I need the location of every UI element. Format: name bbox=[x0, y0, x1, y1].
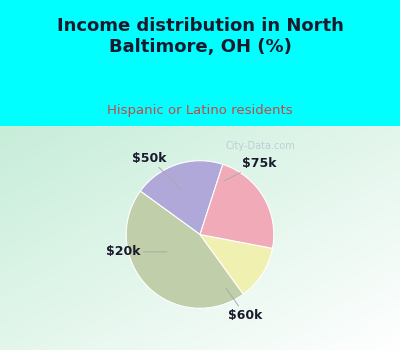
Wedge shape bbox=[200, 234, 272, 294]
Text: Income distribution in North
Baltimore, OH (%): Income distribution in North Baltimore, … bbox=[56, 16, 344, 56]
Text: City-Data.com: City-Data.com bbox=[226, 141, 296, 150]
Text: $75k: $75k bbox=[224, 157, 276, 181]
Text: $50k: $50k bbox=[132, 152, 181, 189]
Text: $20k: $20k bbox=[106, 245, 167, 258]
Wedge shape bbox=[126, 191, 243, 308]
Wedge shape bbox=[140, 161, 223, 234]
Wedge shape bbox=[200, 164, 274, 248]
Text: Hispanic or Latino residents: Hispanic or Latino residents bbox=[107, 104, 293, 117]
Text: $60k: $60k bbox=[226, 288, 262, 322]
